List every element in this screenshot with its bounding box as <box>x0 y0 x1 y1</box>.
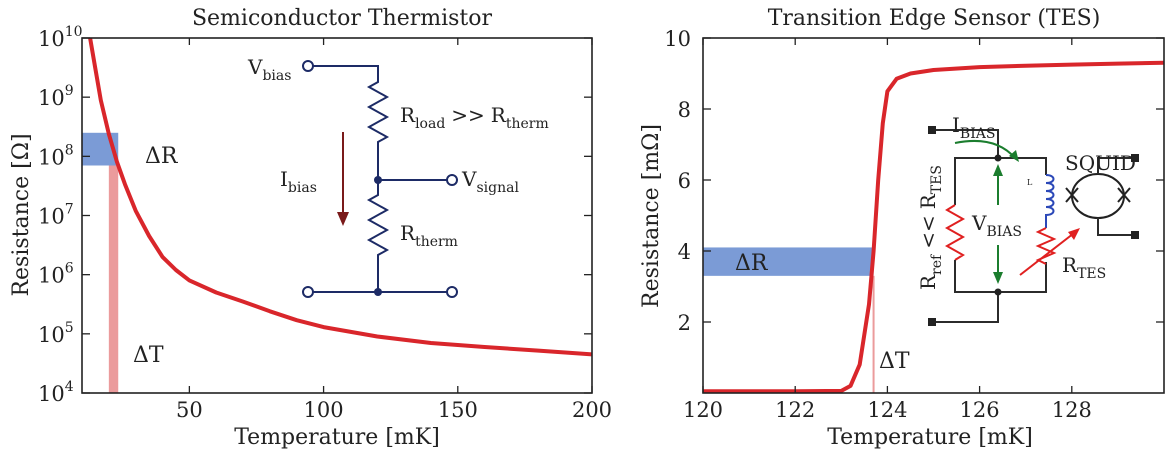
tes-circuit: IBIAS SQUID VBIAS RTES L Rref<<RTES <box>916 113 1139 326</box>
thermistor-circuit: Vbias Rload >> Rtherm Ibias Vsignal Rtherm <box>247 55 549 298</box>
vbias-arrowhead-up <box>993 164 1003 176</box>
right-y-axis-label: Resistance [mΩ] <box>639 124 664 308</box>
label-l: L <box>1027 178 1033 187</box>
right-highlight-bands <box>703 247 875 393</box>
label-ibias: Ibias <box>280 167 317 196</box>
right-axis-ticks: 120 122 124 126 128 2 4 6 8 10 <box>664 27 1164 422</box>
vbias-arrowhead-down <box>993 272 1003 284</box>
squid-terminal <box>1131 231 1139 239</box>
tes-variable-arrowhead <box>1068 228 1080 240</box>
left-thermistor-curve <box>88 37 593 357</box>
squid-junction <box>1117 187 1131 203</box>
x-tick-label: 150 <box>438 398 478 422</box>
y-tick-label: 8 <box>678 98 691 122</box>
terminal-top <box>928 126 936 134</box>
terminal-ground-right <box>446 286 458 298</box>
y-tick-label: 109 <box>38 83 74 110</box>
delta-r-band <box>703 247 874 276</box>
left-y-axis-label: Resistance [Ω] <box>9 133 34 296</box>
label-rtherm: Rtherm <box>400 221 458 250</box>
x-tick-label: 128 <box>1052 398 1092 422</box>
ref-resistor <box>944 204 966 261</box>
y-tick-label: 106 <box>38 261 74 288</box>
tes-chart: Transition Edge Sensor (TES) 120 122 124 12… <box>639 6 1165 450</box>
y-tick-label: 105 <box>38 320 74 347</box>
tes-variable-arrow <box>1019 229 1079 276</box>
label-squid: SQUID <box>1065 151 1136 175</box>
right-plot-frame <box>702 37 1165 394</box>
left-delta-r-label: ΔR <box>145 144 179 169</box>
y-tick-label: 6 <box>678 169 691 193</box>
label-ibias-tes: IBIAS <box>952 113 995 142</box>
right-x-axis-label: Temperature [mK] <box>827 425 1033 450</box>
x-tick-label: 120 <box>683 398 723 422</box>
ibias-arrow <box>954 139 1016 159</box>
circuit-wire <box>932 292 999 323</box>
y-tick-label: 4 <box>678 240 691 264</box>
label-vbias-tes: VBIAS <box>971 211 1022 240</box>
x-tick-label: 200 <box>572 398 612 422</box>
ibias-arrowhead <box>1009 150 1019 162</box>
circuit-wire <box>1097 157 1133 174</box>
junction-node <box>994 154 1002 162</box>
label-vsignal: Vsignal <box>461 167 519 196</box>
squid-junction <box>1065 187 1079 203</box>
thermistor-chart: Semiconductor Thermistor 50 100 150 200 104 1… <box>9 6 612 450</box>
terminal-bottom <box>928 318 936 326</box>
left-highlight-bands <box>82 132 119 393</box>
left-chart-title: Semiconductor Thermistor <box>192 6 493 31</box>
left-plot-frame <box>81 37 593 394</box>
circuit-wire <box>313 65 447 181</box>
y-tick-label: 1010 <box>38 24 83 51</box>
label-rref: Rref<<RTES <box>916 165 945 290</box>
right-chart-title: Transition Edge Sensor (TES) <box>768 6 1101 31</box>
right-delta-t-label: ΔT <box>879 349 910 374</box>
squid-loop <box>1071 173 1125 219</box>
x-tick-label: 100 <box>304 398 344 422</box>
junction-node <box>374 176 382 184</box>
x-tick-label: 126 <box>960 398 1000 422</box>
x-tick-label: 122 <box>775 398 815 422</box>
inductor-coil <box>1045 174 1055 228</box>
current-arrowhead <box>337 212 349 226</box>
left-x-axis-label: Temperature [mK] <box>234 425 440 450</box>
y-tick-label: 2 <box>678 311 691 335</box>
right-delta-r-label: ΔR <box>735 251 769 276</box>
delta-t-band <box>872 275 875 393</box>
right-tes-curve <box>703 60 1165 394</box>
y-tick-label: 104 <box>38 379 74 406</box>
terminal-vbias <box>302 60 314 72</box>
label-rtes: RTES <box>1062 253 1106 282</box>
circuit-wire <box>954 157 998 205</box>
junction-node <box>994 288 1002 296</box>
x-tick-label: 124 <box>867 398 907 422</box>
circuit-wire <box>366 180 390 292</box>
label-vbias: Vbias <box>247 55 291 84</box>
junction-node <box>374 288 382 296</box>
x-tick-label: 50 <box>176 398 203 422</box>
label-rload: Rload >> Rtherm <box>400 103 549 132</box>
left-delta-t-label: ΔT <box>133 343 164 368</box>
circuit-wire <box>1097 218 1133 236</box>
squid-terminal <box>1131 154 1139 162</box>
left-axis-ticks: 50 100 150 200 104 105 106 107 108 109 1010 <box>38 24 612 422</box>
terminal-vsignal <box>446 174 458 186</box>
y-tick-label: 107 <box>38 202 74 229</box>
terminal-ground-left <box>302 286 314 298</box>
y-tick-label: 10 <box>664 27 691 51</box>
delta-t-band <box>108 165 119 393</box>
y-tick-label: 108 <box>38 142 74 169</box>
